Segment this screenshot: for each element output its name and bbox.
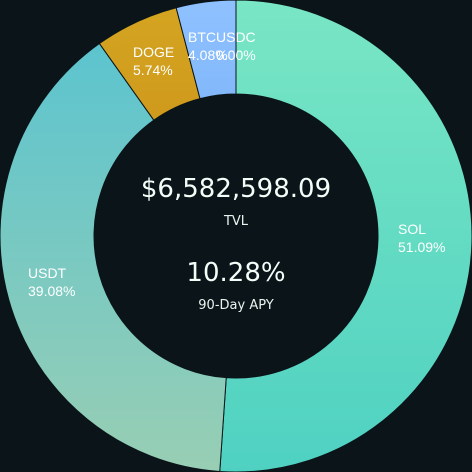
slice-label-btc: BTC 4.08% [188, 29, 228, 63]
slice-usdt [0, 42, 227, 472]
slice-percent-sol: 51.09% [398, 239, 445, 255]
slice-percent-usdt: 39.08% [28, 283, 75, 299]
slice-percent-doge: 5.74% [133, 62, 173, 78]
slice-percent-btc: 4.08% [188, 47, 228, 63]
slice-label-usdc: USDC 0.00% [216, 29, 256, 63]
slice-sol [219, 0, 472, 472]
tvl-value: $6,582,598.09 [140, 174, 332, 204]
apy-value: 10.28% [186, 258, 286, 288]
slice-name-usdc: USDC [216, 29, 256, 45]
slice-name-btc: BTC [188, 29, 216, 45]
slice-label-sol: SOL 51.09% [398, 221, 445, 255]
slice-name-doge: DOGE [133, 44, 174, 60]
slice-label-doge: DOGE 5.74% [133, 44, 174, 78]
apy-label: 90-Day APY [198, 298, 274, 313]
slice-label-usdt: USDT 39.08% [28, 265, 75, 299]
slice-btc [175, 0, 237, 100]
tvl-label: TVL [223, 214, 249, 229]
slice-name-sol: SOL [398, 221, 426, 237]
slice-percent-usdc: 0.00% [216, 47, 256, 63]
slice-name-usdt: USDT [28, 265, 67, 281]
